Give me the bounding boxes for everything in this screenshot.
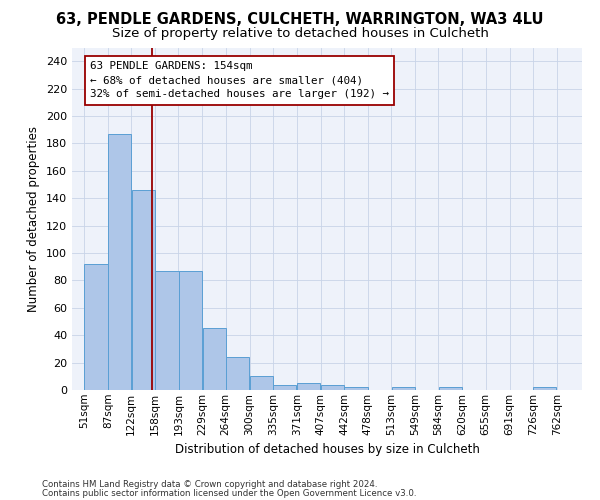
Bar — [108, 134, 131, 390]
Bar — [155, 271, 179, 390]
Bar — [131, 190, 155, 390]
Text: 63, PENDLE GARDENS, CULCHETH, WARRINGTON, WA3 4LU: 63, PENDLE GARDENS, CULCHETH, WARRINGTON… — [56, 12, 544, 28]
Y-axis label: Number of detached properties: Number of detached properties — [28, 126, 40, 312]
Bar — [321, 384, 344, 390]
Bar — [250, 376, 273, 390]
Text: Contains HM Land Registry data © Crown copyright and database right 2024.: Contains HM Land Registry data © Crown c… — [42, 480, 377, 489]
Bar — [226, 357, 249, 390]
Bar — [203, 328, 226, 390]
Bar — [439, 388, 462, 390]
Bar — [392, 388, 415, 390]
Text: Size of property relative to detached houses in Culcheth: Size of property relative to detached ho… — [112, 28, 488, 40]
Bar — [85, 264, 107, 390]
Text: 63 PENDLE GARDENS: 154sqm
← 68% of detached houses are smaller (404)
32% of semi: 63 PENDLE GARDENS: 154sqm ← 68% of detac… — [90, 61, 389, 99]
Text: Contains public sector information licensed under the Open Government Licence v3: Contains public sector information licen… — [42, 488, 416, 498]
Bar — [533, 388, 556, 390]
Bar — [273, 384, 296, 390]
X-axis label: Distribution of detached houses by size in Culcheth: Distribution of detached houses by size … — [175, 443, 479, 456]
Bar — [344, 388, 368, 390]
Bar — [297, 383, 320, 390]
Bar — [179, 271, 202, 390]
